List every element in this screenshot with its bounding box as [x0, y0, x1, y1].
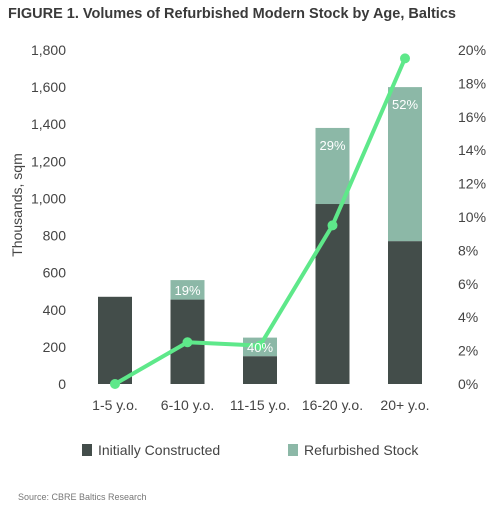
line-point	[327, 220, 338, 231]
source-note: Source: CBRE Baltics Research	[18, 492, 147, 502]
legend-label-initial: Initially Constructed	[98, 442, 221, 458]
legend-label-refurb: Refurbished Stock	[304, 442, 419, 458]
x-category-label: 1-5 y.o.	[92, 397, 138, 413]
y2-tick-label: 20%	[458, 42, 486, 58]
y-axis-label: Thousands, sqm	[9, 153, 25, 257]
bar-refurbished-stock	[388, 87, 422, 242]
y-tick-label: 1,400	[31, 116, 66, 132]
y-tick-label: 1,200	[31, 153, 66, 169]
x-category-label: 11-15 y.o.	[230, 397, 290, 413]
y-tick-label: 800	[43, 228, 67, 244]
bar-initially-constructed	[243, 356, 277, 384]
y2-tick-label: 6%	[458, 276, 478, 292]
bar-refurbished-stock	[315, 127, 350, 205]
bar-refurbished-stock	[170, 280, 205, 300]
line-point	[255, 340, 265, 351]
legend-initially-constructed: Initially Constructed	[82, 442, 220, 458]
y2-tick-label: 8%	[458, 242, 478, 258]
bar-data-label: 40%	[247, 340, 273, 355]
y2-tick-label: 12%	[458, 176, 486, 192]
x-category-label: 20+ y.o.	[380, 397, 429, 413]
y2-tick-label: 2%	[458, 343, 478, 359]
legend-swatch-refurb	[288, 444, 298, 456]
y2-tick-label: 14%	[458, 142, 486, 158]
x-category-label: 16-20 y.o.	[302, 397, 363, 413]
line-point	[182, 337, 193, 348]
y2-tick-label: 10%	[458, 209, 486, 225]
y2-tick-label: 4%	[458, 309, 478, 325]
y2-tick-label: 0%	[458, 376, 478, 392]
y2-tick-label: 16%	[458, 109, 486, 125]
bar-data-label: 19%	[174, 283, 200, 298]
y-tick-label: 1,600	[31, 79, 66, 95]
bar-data-label: 52%	[392, 97, 418, 112]
line-point	[110, 379, 120, 389]
bar-data-label: 29%	[319, 138, 345, 153]
y-tick-label: 400	[43, 302, 67, 318]
legend-swatch-initial	[82, 444, 92, 456]
y-tick-label: 600	[43, 265, 67, 281]
chart-title: FIGURE 1. Volumes of Refurbished Modern …	[8, 6, 456, 22]
y-tick-label: 1,000	[31, 190, 66, 206]
x-category-label: 6-10 y.o.	[161, 397, 214, 413]
bar-initially-constructed	[98, 296, 132, 384]
bar-initially-constructed	[388, 241, 422, 384]
line-series-share	[114, 57, 407, 386]
bar-initially-constructed	[315, 204, 350, 384]
y-tick-label: 1,800	[31, 42, 66, 58]
y-tick-label: 200	[43, 339, 67, 355]
y2-tick-label: 18%	[458, 75, 486, 91]
legend-refurbished-stock: Refurbished Stock	[288, 442, 418, 458]
line-point	[400, 53, 410, 64]
y-tick-label: 0	[58, 376, 66, 392]
